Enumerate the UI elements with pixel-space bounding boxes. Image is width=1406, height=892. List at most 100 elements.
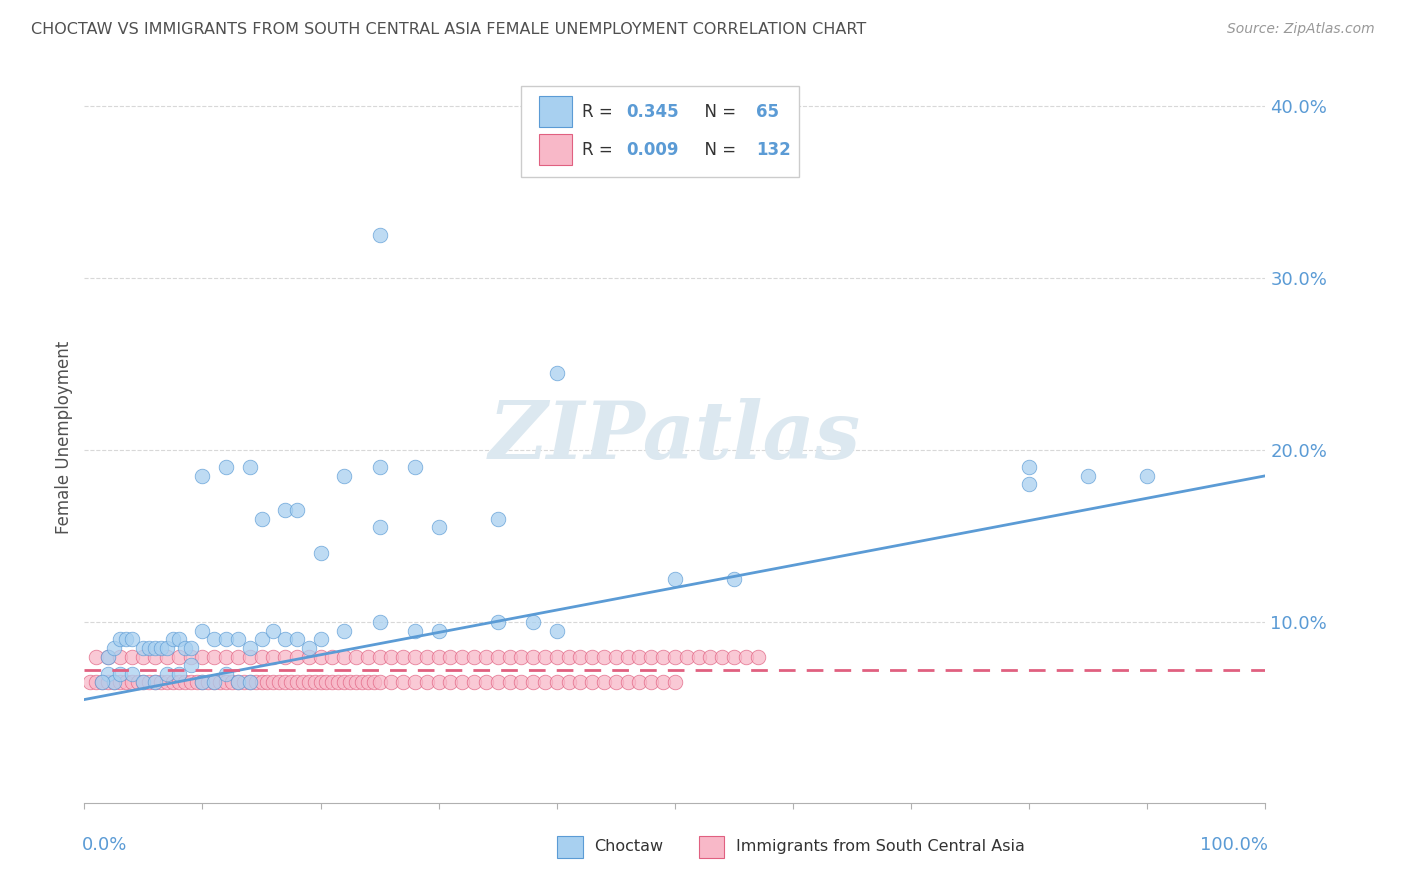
- Point: [274, 632, 297, 647]
- Point: [321, 675, 343, 690]
- Point: [711, 649, 734, 664]
- Point: [202, 632, 225, 647]
- Point: [285, 675, 308, 690]
- Point: [226, 675, 249, 690]
- Point: [486, 675, 509, 690]
- Text: 132: 132: [756, 141, 792, 159]
- Point: [315, 675, 337, 690]
- Point: [593, 649, 616, 664]
- Point: [97, 649, 120, 664]
- Point: [333, 649, 356, 664]
- Point: [427, 675, 450, 690]
- Point: [298, 649, 321, 664]
- Point: [463, 675, 485, 690]
- Point: [628, 675, 651, 690]
- Point: [546, 366, 568, 380]
- Point: [167, 675, 190, 690]
- Point: [333, 675, 356, 690]
- Point: [250, 512, 273, 526]
- Point: [143, 675, 166, 690]
- Text: Source: ZipAtlas.com: Source: ZipAtlas.com: [1227, 22, 1375, 37]
- Point: [91, 675, 114, 690]
- Point: [180, 640, 202, 655]
- Point: [522, 649, 544, 664]
- Point: [274, 503, 297, 517]
- Point: [328, 675, 350, 690]
- Point: [97, 675, 120, 690]
- Point: [546, 624, 568, 638]
- Point: [108, 666, 131, 681]
- Text: Choctaw: Choctaw: [595, 839, 664, 855]
- Point: [156, 675, 179, 690]
- Point: [103, 640, 125, 655]
- Point: [239, 649, 262, 664]
- Point: [132, 640, 155, 655]
- Text: 0.0%: 0.0%: [82, 836, 128, 854]
- Point: [593, 675, 616, 690]
- Point: [416, 675, 439, 690]
- Point: [368, 615, 391, 629]
- Point: [269, 675, 291, 690]
- Point: [546, 675, 568, 690]
- Point: [475, 649, 498, 664]
- Point: [132, 649, 155, 664]
- Point: [256, 675, 278, 690]
- Text: Immigrants from South Central Asia: Immigrants from South Central Asia: [737, 839, 1025, 855]
- Point: [226, 649, 249, 664]
- Point: [150, 675, 173, 690]
- Point: [344, 675, 367, 690]
- Point: [285, 649, 308, 664]
- Point: [404, 460, 426, 475]
- Point: [486, 649, 509, 664]
- Point: [132, 675, 155, 690]
- Text: 65: 65: [756, 103, 779, 120]
- Point: [569, 675, 592, 690]
- Point: [339, 675, 361, 690]
- Point: [1136, 468, 1159, 483]
- Point: [239, 675, 262, 690]
- Point: [427, 624, 450, 638]
- Point: [173, 640, 195, 655]
- Point: [344, 649, 367, 664]
- Point: [628, 649, 651, 664]
- Point: [557, 649, 579, 664]
- Point: [1018, 460, 1040, 475]
- Point: [239, 675, 262, 690]
- Point: [197, 675, 219, 690]
- Text: N =: N =: [693, 141, 741, 159]
- Point: [226, 675, 249, 690]
- Point: [510, 675, 533, 690]
- Point: [1018, 477, 1040, 491]
- Point: [108, 649, 131, 664]
- Point: [363, 675, 385, 690]
- Point: [215, 649, 238, 664]
- Point: [652, 675, 675, 690]
- Point: [191, 468, 214, 483]
- Point: [226, 632, 249, 647]
- Text: 0.009: 0.009: [627, 141, 679, 159]
- Point: [675, 649, 697, 664]
- Point: [108, 675, 131, 690]
- Point: [486, 615, 509, 629]
- Point: [191, 649, 214, 664]
- Point: [298, 675, 321, 690]
- Point: [285, 632, 308, 647]
- Point: [143, 640, 166, 655]
- Point: [127, 675, 149, 690]
- Point: [616, 649, 638, 664]
- Point: [333, 624, 356, 638]
- Point: [652, 649, 675, 664]
- Point: [723, 572, 745, 586]
- Point: [522, 675, 544, 690]
- Point: [569, 649, 592, 664]
- Point: [167, 666, 190, 681]
- Point: [368, 675, 391, 690]
- Point: [103, 675, 125, 690]
- Point: [1077, 468, 1099, 483]
- Point: [215, 666, 238, 681]
- Point: [239, 460, 262, 475]
- Point: [309, 632, 332, 647]
- Point: [368, 460, 391, 475]
- Point: [167, 649, 190, 664]
- Point: [162, 675, 184, 690]
